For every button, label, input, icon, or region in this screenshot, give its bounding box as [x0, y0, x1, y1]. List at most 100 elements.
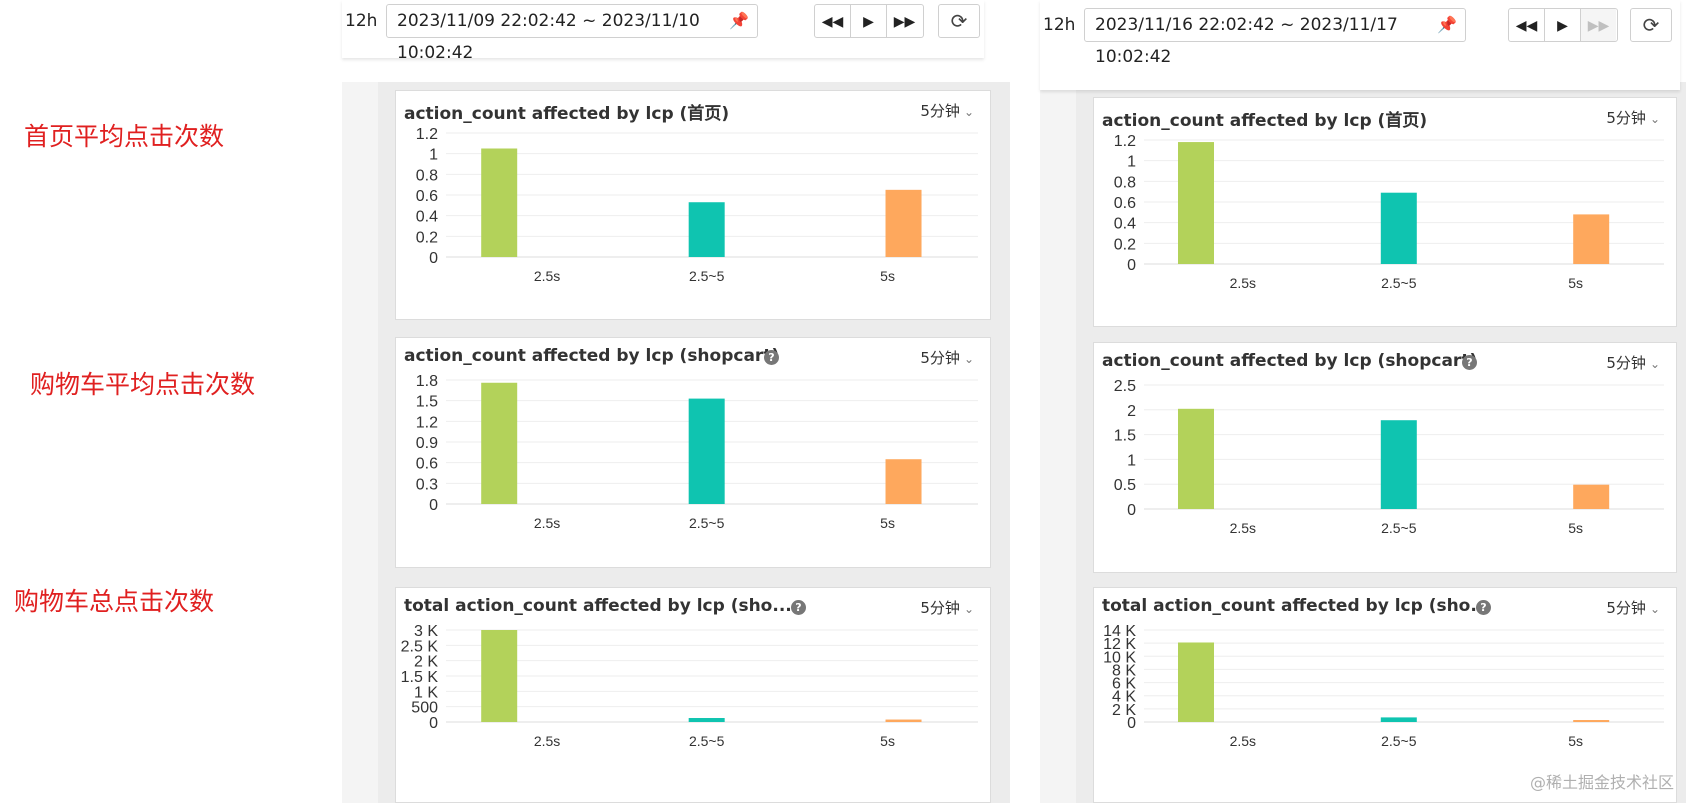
interval-label: 5分钟 — [920, 349, 960, 367]
y-tick-label: 0.8 — [416, 167, 438, 184]
x-category-label: 5s — [880, 515, 895, 531]
y-tick-label: 0.9 — [416, 435, 438, 452]
x-category-label: 5s — [1568, 733, 1583, 749]
interval-label: 5分钟 — [1606, 109, 1646, 127]
interval-select[interactable]: 5分钟 ⌄ — [1606, 352, 1660, 373]
left-dashboard-gutter — [342, 82, 378, 803]
play-icon[interactable]: ▶ — [1545, 9, 1581, 41]
watermark: @稀土掘金技术社区 — [1529, 773, 1674, 792]
interval-label: 5分钟 — [1606, 599, 1646, 617]
rewind-icon[interactable]: ◀◀ — [815, 5, 851, 37]
bar-5s — [1573, 720, 1610, 722]
panel-left-total: total action_count affected by lcp (sho.… — [395, 587, 991, 803]
panel-right-home: action_count affected by lcp (首页) 5分钟 ⌄ 0 0.… — [1093, 97, 1677, 327]
left-time-range-input[interactable]: 2023/11/09 22:02:42 ~ 2023/11/10 10:02:4… — [386, 4, 758, 63]
y-tick-label: 12 K — [1103, 636, 1136, 653]
chevron-down-icon: ⌄ — [1649, 357, 1660, 371]
chevron-down-icon: ⌄ — [1649, 112, 1660, 126]
interval-label: 5分钟 — [920, 102, 960, 120]
x-category-label: 2.5s — [1230, 520, 1256, 536]
interval-label: 5分钟 — [1606, 354, 1646, 372]
y-tick-label: 8 K — [1112, 662, 1136, 679]
interval-select[interactable]: 5分钟 ⌄ — [920, 347, 974, 368]
x-category-label: 5s — [880, 733, 895, 749]
x-category-label: 2.5~5 — [1381, 733, 1417, 749]
bar-2.5s — [481, 630, 518, 722]
y-tick-label: 0 — [429, 250, 438, 267]
x-category-label: 2.5~5 — [689, 733, 725, 749]
bar-5s — [1573, 484, 1610, 509]
x-category-label: 2.5s — [1230, 733, 1256, 749]
chart-title: action_count affected by lcp (shopcart) — [404, 346, 780, 366]
bar-2.5~5 — [1380, 717, 1417, 722]
right-time-range-text: 2023/11/16 22:02:42 ~ 2023/11/17 10:02:4… — [1095, 15, 1398, 67]
right-dashboard-gutter — [1040, 82, 1076, 803]
y-tick-label: 500 — [411, 700, 438, 717]
y-tick-label: 1.5 — [1114, 428, 1136, 445]
help-icon[interactable]: ? — [1476, 600, 1491, 615]
right-time-toolbar: 12h 2023/11/16 22:02:42 ~ 2023/11/17 10:… — [1040, 0, 1680, 90]
y-tick-label: 0 — [1127, 257, 1136, 274]
rewind-icon[interactable]: ◀◀ — [1509, 9, 1545, 41]
y-tick-label: 2.5 — [1114, 378, 1136, 395]
chevron-down-icon: ⌄ — [963, 105, 974, 119]
interval-select[interactable]: 5分钟 ⌄ — [920, 100, 974, 121]
y-tick-label: 0.8 — [1114, 174, 1136, 191]
bar-2.5~5 — [688, 202, 725, 257]
bar-2.5s — [1178, 142, 1214, 264]
bar-2.5~5 — [1380, 192, 1417, 264]
refresh-icon[interactable]: ⟳ — [1630, 8, 1672, 42]
fast-forward-icon[interactable]: ▶▶ — [893, 12, 916, 29]
bar-5s — [885, 719, 922, 722]
chevron-down-icon: ⌄ — [1649, 602, 1660, 616]
x-category-label: 2.5~5 — [1381, 520, 1417, 536]
y-tick-label: 6 K — [1112, 676, 1136, 693]
y-tick-label: 0 — [1127, 502, 1136, 519]
chart-title: action_count affected by lcp (首页) — [404, 104, 730, 124]
y-tick-label: 0.4 — [416, 209, 438, 226]
fast-forward-icon[interactable]: ▶▶ — [1581, 9, 1616, 41]
interval-select[interactable]: 5分钟 ⌄ — [1606, 597, 1660, 618]
y-tick-label: 0.2 — [416, 229, 438, 246]
bar-2.5~5 — [1380, 420, 1417, 509]
label-home-avg-clicks: 首页平均点击次数 — [24, 122, 225, 151]
y-tick-label: 0.4 — [1114, 216, 1136, 233]
x-category-label: 2.5~5 — [689, 515, 725, 531]
left-range-preset[interactable]: 12h — [345, 11, 378, 31]
right-range-preset[interactable]: 12h — [1043, 15, 1076, 35]
y-tick-label: 0 — [1127, 715, 1136, 732]
x-category-label: 5s — [1568, 520, 1583, 536]
refresh-icon[interactable]: ⟳ — [938, 4, 980, 38]
bar-chart: 0 0.3 0.6 0.9 1.2 1.5 1.8 2.5s 2.5~5 5s — [416, 373, 978, 531]
interval-select[interactable]: 5分钟 ⌄ — [920, 597, 974, 618]
y-tick-label: 0.6 — [416, 188, 438, 205]
pin-icon[interactable]: 📌 — [1437, 15, 1457, 34]
x-category-label: 2.5s — [534, 268, 560, 284]
pin-icon[interactable]: 📌 — [729, 11, 749, 30]
bar-2.5s — [481, 382, 518, 504]
chart-title: total action_count affected by lcp (sho.… — [404, 596, 792, 616]
bar-5s — [1573, 214, 1610, 264]
right-time-range-input[interactable]: 2023/11/16 22:02:42 ~ 2023/11/17 10:02:4… — [1084, 8, 1466, 67]
left-time-range-text: 2023/11/09 22:02:42 ~ 2023/11/10 10:02:4… — [397, 11, 700, 63]
right-playback-controls: ◀◀ ▶ ▶▶ — [1508, 8, 1618, 42]
x-category-label: 2.5s — [534, 733, 560, 749]
interval-select[interactable]: 5分钟 ⌄ — [1606, 107, 1660, 128]
y-tick-label: 1.2 — [1114, 133, 1136, 150]
panel-right-cart: action_count affected by lcp (shopcart)?… — [1093, 342, 1677, 573]
y-tick-label: 1.2 — [416, 414, 438, 431]
help-icon[interactable]: ? — [764, 350, 779, 365]
y-tick-label: 1 — [1127, 154, 1136, 171]
play-icon[interactable]: ▶ — [851, 5, 887, 37]
help-icon[interactable]: ? — [1462, 355, 1477, 370]
y-tick-label: 2 K — [414, 654, 438, 671]
y-tick-label: 1.5 — [416, 394, 438, 411]
y-tick-label: 3 K — [414, 623, 438, 640]
help-icon[interactable]: ? — [791, 600, 806, 615]
y-tick-label: 1 K — [414, 684, 438, 701]
bar-2.5s — [481, 148, 518, 257]
chevron-down-icon: ⌄ — [963, 602, 974, 616]
y-tick-label: 0 — [429, 497, 438, 514]
bar-5s — [885, 459, 922, 504]
